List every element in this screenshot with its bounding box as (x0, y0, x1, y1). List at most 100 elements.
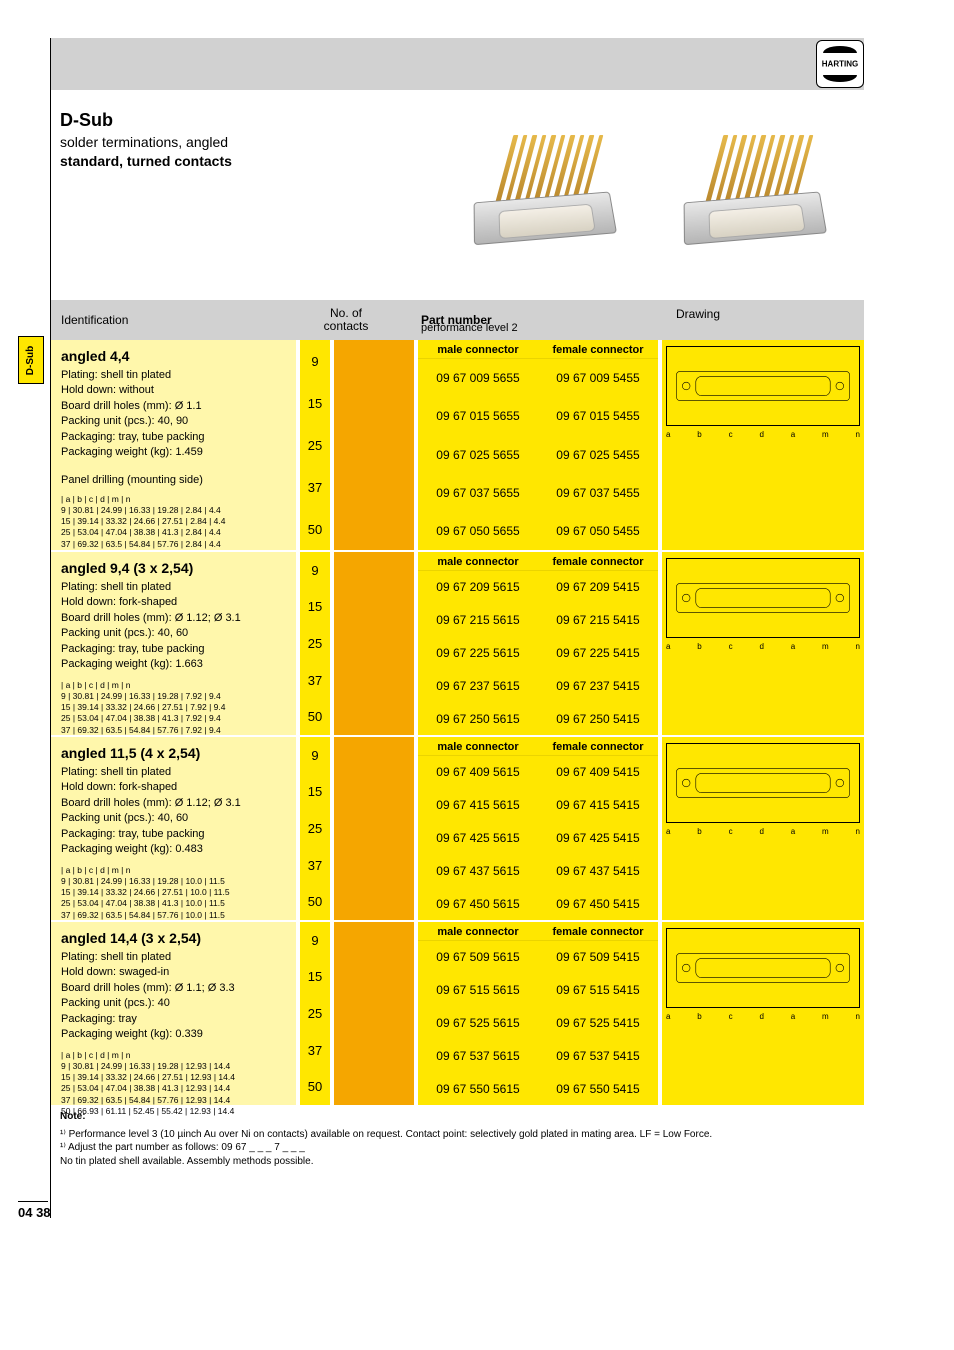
spec-line: Packing unit (pcs.): 40, 90 (61, 414, 286, 429)
contact-count: 15 (300, 774, 330, 811)
part-number: 09 67 209 5415 (538, 571, 658, 604)
spec-line: Packaging: tray, tube packing (61, 430, 286, 445)
contact-count: 37 (300, 662, 330, 699)
part-number: 09 67 525 5415 (538, 1007, 658, 1040)
spec-line: Packing unit (pcs.): 40, 60 (61, 626, 286, 641)
part-number: 09 67 037 5655 (418, 474, 538, 512)
brand-logo: HARTING (816, 40, 864, 88)
spec-line: Packaging: tray (61, 1012, 286, 1027)
part-number: 09 67 009 5655 (418, 359, 538, 397)
notes-heading: Note: (60, 1110, 844, 1124)
cell-partnumbers: male connector09 67 009 565509 67 015 56… (418, 340, 658, 550)
column-header-bar: Identification No. of contacts Part numb… (51, 300, 864, 340)
part-number: 09 67 209 5615 (418, 571, 538, 604)
col-identification: Identification (61, 313, 128, 327)
cell-accent (334, 340, 414, 550)
col-drawing: Drawing (676, 307, 720, 321)
spec-line: Plating: shell tin plated (61, 580, 286, 595)
contact-count: 37 (300, 466, 330, 508)
part-number: 09 67 225 5615 (418, 637, 538, 670)
part-number: 09 67 250 5615 (418, 702, 538, 735)
data-table: angled 4,4Plating: shell tin platedHold … (51, 340, 864, 1105)
contact-count: 9 (300, 340, 330, 382)
table-row: angled 4,4Plating: shell tin platedHold … (51, 340, 864, 550)
part-number: 09 67 525 5615 (418, 1007, 538, 1040)
spec-line: Plating: shell tin plated (61, 765, 286, 780)
pn-subheading: female connector (538, 554, 658, 571)
cell-drawing: abcdamn (662, 922, 864, 1105)
part-number: 09 67 437 5615 (418, 854, 538, 887)
contact-count: 15 (300, 382, 330, 424)
part-number: 09 67 437 5415 (538, 854, 658, 887)
part-number: 09 67 537 5415 (538, 1039, 658, 1072)
spec-line: Plating: shell tin plated (61, 950, 286, 965)
contact-count: 50 (300, 1068, 330, 1105)
contact-count: 25 (300, 995, 330, 1032)
spec-line: Board drill holes (mm): Ø 1.1; Ø 3.3 (61, 981, 286, 996)
cell-accent (334, 922, 414, 1105)
title-line2: solder terminations, angled (60, 134, 410, 150)
drawing-dim-labels: abcdamn (666, 430, 860, 439)
cell-accent (334, 552, 414, 735)
cell-drawing: abcdamn (662, 552, 864, 735)
product-image-female (654, 110, 854, 260)
part-number: 09 67 215 5415 (538, 604, 658, 637)
cell-contacts: 915253750 (300, 922, 330, 1105)
note-line: No tin plated shell available. Assembly … (60, 1155, 844, 1169)
spec-line: Hold down: fork-shaped (61, 595, 286, 610)
spec-line: Hold down: swaged-in (61, 965, 286, 980)
part-number: 09 67 415 5415 (538, 789, 658, 822)
spec-line: Packaging weight (kg): 1.459 (61, 445, 286, 460)
part-number: 09 67 425 5615 (418, 822, 538, 855)
notes-block: Note: ¹⁾ Performance level 3 (10 µinch A… (60, 1110, 844, 1168)
contact-count: 9 (300, 552, 330, 589)
part-number: 09 67 215 5615 (418, 604, 538, 637)
part-number: 09 67 050 5655 (418, 512, 538, 550)
spec-line: Packaging weight (kg): 1.663 (61, 657, 286, 672)
part-number: 09 67 409 5415 (538, 756, 658, 789)
spec-line: Packaging weight (kg): 0.339 (61, 1027, 286, 1042)
cell-identification: angled 14,4 (3 x 2,54)Plating: shell tin… (51, 922, 296, 1105)
page-rule (18, 1201, 48, 1202)
part-number: 09 67 509 5415 (538, 941, 658, 974)
cell-partnumbers: male connector09 67 509 561509 67 515 56… (418, 922, 658, 1105)
pn-subheading: male connector (418, 342, 538, 359)
drawing-dim-labels: abcdamn (666, 642, 860, 651)
dimension-mini-table: | a | b | c | d | m | n 9 | 30.81 | 24.9… (61, 1050, 286, 1116)
contact-count: 9 (300, 922, 330, 959)
panel-drilling-label: Panel drilling (mounting side) (61, 474, 286, 486)
top-grey-bar (51, 38, 864, 90)
contact-count: 37 (300, 1032, 330, 1069)
note-line: ¹⁾ Performance level 3 (10 µinch Au over… (60, 1128, 844, 1142)
cell-drawing: abcdamn (662, 340, 864, 550)
part-number: 09 67 025 5655 (418, 435, 538, 473)
part-number: 09 67 537 5615 (418, 1039, 538, 1072)
brand-text: HARTING (822, 60, 858, 69)
part-number: 09 67 237 5415 (538, 669, 658, 702)
spec-line: Packaging: tray, tube packing (61, 827, 286, 842)
cell-contacts: 915253750 (300, 340, 330, 550)
cell-identification: angled 9,4 (3 x 2,54)Plating: shell tin … (51, 552, 296, 735)
part-number: 09 67 237 5615 (418, 669, 538, 702)
cell-partnumbers: male connector09 67 409 561509 67 415 56… (418, 737, 658, 920)
part-number: 09 67 550 5415 (538, 1072, 658, 1105)
spec-line: Packaging: tray, tube packing (61, 642, 286, 657)
side-tab-label: D-Sub (26, 345, 37, 374)
pn-subheading: male connector (418, 554, 538, 571)
pn-subheading: male connector (418, 739, 538, 756)
contact-count: 15 (300, 959, 330, 996)
product-image-male (444, 110, 644, 260)
part-number: 09 67 415 5615 (418, 789, 538, 822)
contact-count: 50 (300, 883, 330, 920)
part-number: 09 67 025 5455 (538, 435, 658, 473)
part-number: 09 67 225 5415 (538, 637, 658, 670)
pn-subheading: female connector (538, 924, 658, 941)
part-number: 09 67 015 5455 (538, 397, 658, 435)
cell-drawing: abcdamn (662, 737, 864, 920)
part-number: 09 67 509 5615 (418, 941, 538, 974)
part-number: 09 67 409 5615 (418, 756, 538, 789)
title-line1: D-Sub (60, 110, 410, 131)
spec-line: Packing unit (pcs.): 40 (61, 996, 286, 1011)
spec-line: Board drill holes (mm): Ø 1.12; Ø 3.1 (61, 796, 286, 811)
cell-identification: angled 11,5 (4 x 2,54)Plating: shell tin… (51, 737, 296, 920)
